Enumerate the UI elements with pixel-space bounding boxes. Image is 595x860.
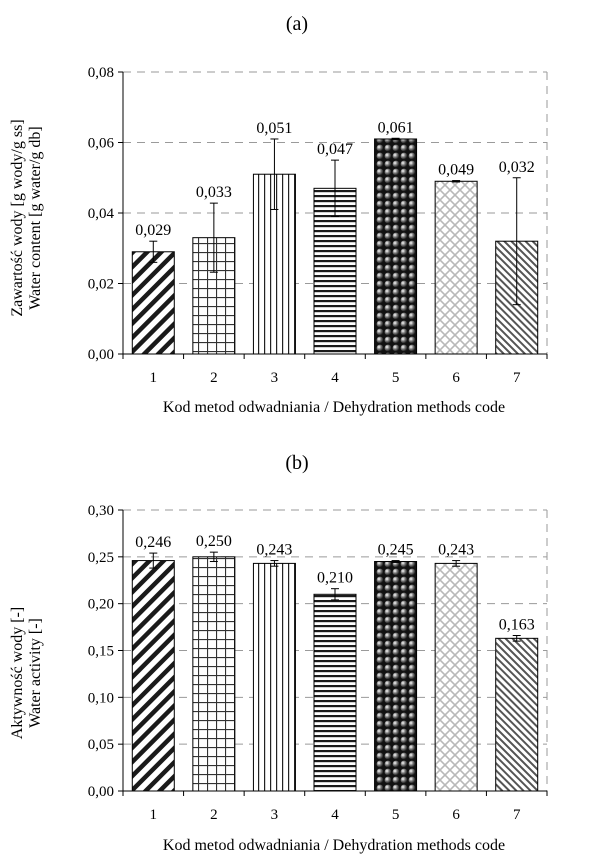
y-tick-label: 0,15 [88,644,114,660]
x-tick-label: 4 [331,807,339,823]
y-axis-label-line1: Zawartość wody [g wody/g ss] [9,119,26,316]
data-label: 0,246 [135,534,171,551]
panel-label: (b) [285,452,308,474]
data-label: 0,033 [196,184,232,201]
x-tick-label: 2 [210,807,218,823]
x-tick-label: 2 [210,370,218,386]
bar [374,561,418,792]
data-label: 0,029 [135,222,171,239]
data-label: 0,210 [317,570,353,587]
y-tick-label: 0,00 [88,347,114,363]
y-tick-label: 0,04 [88,206,115,222]
y-tick-label: 0,08 [88,65,114,81]
plot-area: 0,00 0,05 0,10 0,15 0,20 0,25 0,30 0,246 1 0,250 2… [88,503,548,823]
bar [313,593,357,792]
x-tick-label: 3 [271,807,279,823]
bar [434,180,478,355]
bar [434,562,478,792]
x-tick-label: 3 [271,370,279,386]
x-tick-label: 1 [150,807,158,823]
x-tick-label: 4 [331,370,339,386]
y-tick-label: 0,02 [88,277,114,293]
x-tick-label: 6 [452,370,460,386]
data-label: 0,250 [196,533,232,550]
y-tick-label: 0,06 [88,136,115,152]
data-label: 0,243 [438,542,474,559]
panel-label: (a) [286,13,308,35]
chart-panel-a: (a) 0,00 0,02 0,04 0,06 0,08 0,029 1 0,033 2 0,05… [9,13,548,416]
data-label: 0,061 [378,119,414,136]
data-label: 0,032 [499,159,535,176]
y-axis-label-line1: Aktywność wody [-] [9,607,26,739]
x-tick-label: 7 [513,370,521,386]
data-label: 0,049 [438,162,474,179]
bar [131,560,175,792]
x-axis-label: Kod metod odwadniania / Dehydration meth… [163,399,505,416]
y-tick-label: 0,00 [88,784,114,800]
y-axis-label-line2: Water activity [-] [27,618,44,728]
y-tick-label: 0,30 [88,503,114,519]
bar [131,251,175,355]
data-label: 0,047 [317,141,353,158]
y-tick-label: 0,05 [88,737,114,753]
data-label: 0,243 [256,542,292,559]
bar [374,138,418,355]
bar [252,562,296,792]
y-tick-label: 0,20 [88,597,114,613]
chart-panel-b: (b) 0,000,050,100,150,200,250,300,24610,… [9,452,548,854]
bar [192,556,236,792]
y-tick-label: 0,25 [88,550,114,566]
bar [495,637,539,792]
y-axis-label-line2: Water content [g water/g db] [27,126,44,310]
x-axis-label: Kod metod odwadniania / Dehydration meth… [163,837,505,854]
x-tick-label: 1 [150,370,158,386]
x-tick-label: 6 [452,807,460,823]
y-tick-label: 0,10 [88,690,114,706]
x-tick-label: 5 [392,807,400,823]
data-label: 0,245 [378,542,414,559]
x-tick-label: 5 [392,370,400,386]
data-label: 0,163 [499,617,535,634]
x-tick-label: 7 [513,807,521,823]
plot-area: 0,00 0,02 0,04 0,06 0,08 0,029 1 0,033 2 0,051 3 0,… [88,65,548,386]
data-label: 0,051 [256,120,292,137]
